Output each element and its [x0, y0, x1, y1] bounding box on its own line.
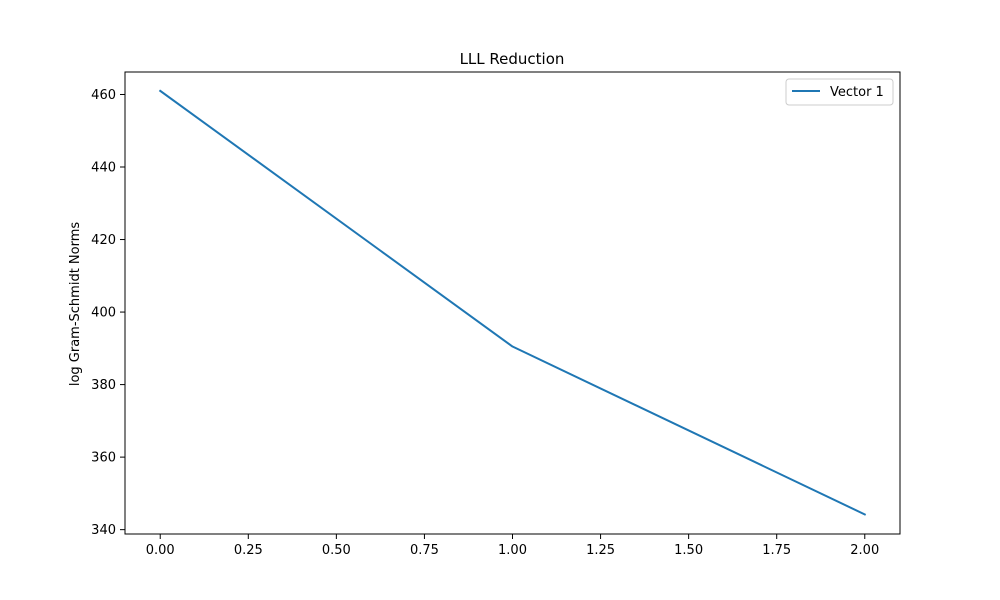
y-axis-ticks: 340 360 380 400 420 440 460: [91, 88, 125, 538]
x-tick-label: 1.75: [762, 543, 791, 558]
y-tick-label: 380: [91, 378, 116, 393]
x-tick-label: 1.50: [674, 543, 703, 558]
y-tick-label: 440: [91, 161, 116, 176]
plot-area-frame: [124, 71, 901, 535]
legend-box: [785, 78, 894, 106]
series-line-vector-1: [158, 89, 867, 516]
y-tick-label: 400: [91, 306, 116, 321]
legend: Vector 1: [785, 78, 894, 106]
y-tick-label: 460: [91, 88, 116, 103]
x-tick-label: 0.50: [322, 543, 351, 558]
y-tick-label: 360: [91, 451, 116, 466]
x-tick-label: 0.00: [146, 543, 175, 558]
x-axis-ticks: 0.00 0.25 0.50 0.75 1.00 1.25 1.50 1.75 2.00: [146, 534, 879, 558]
legend-label-vector-1: Vector 1: [830, 85, 884, 100]
y-tick-label: 340: [91, 523, 116, 538]
y-axis-label: log Gram-Schmidt Norms: [68, 222, 83, 387]
x-tick-label: 2.00: [850, 543, 879, 558]
x-tick-label: 1.00: [498, 543, 527, 558]
chart-title: LLL Reduction: [460, 50, 565, 68]
x-tick-label: 0.75: [410, 543, 439, 558]
series-layer: [158, 89, 867, 516]
y-tick-label: 420: [91, 233, 116, 248]
x-tick-label: 1.25: [586, 543, 615, 558]
x-tick-label: 0.25: [234, 543, 263, 558]
